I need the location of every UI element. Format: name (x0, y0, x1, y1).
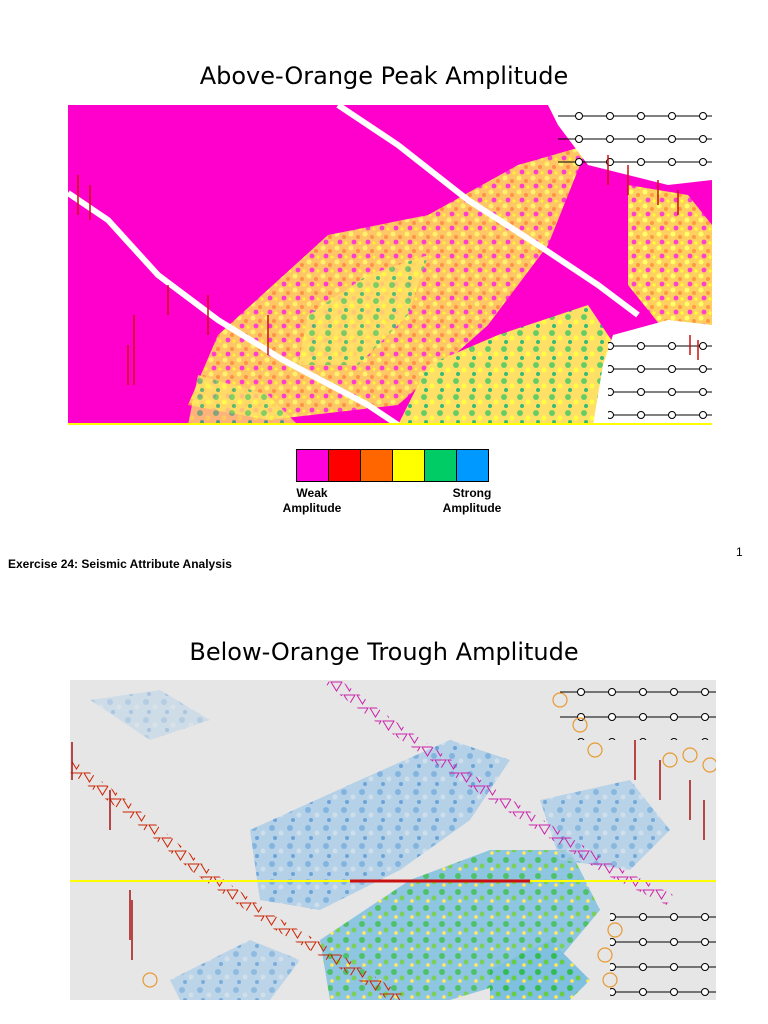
legend-swatch-green (424, 449, 457, 482)
exercise-footer: Exercise 24: Seismic Attribute Analysis (8, 557, 232, 571)
peak-amplitude-map (68, 105, 712, 425)
page-number: 1 (736, 545, 743, 559)
amplitude-color-legend (296, 449, 489, 482)
legend-strong-amplitude-label: Strong Amplitude (442, 486, 502, 515)
trough-amplitude-map-graphic (70, 680, 716, 1000)
trough-amplitude-map (70, 680, 716, 1000)
legend-swatch-red (328, 449, 361, 482)
legend-swatch-blue (456, 449, 489, 482)
legend-swatch-orange (360, 449, 393, 482)
legend-swatch-yellow (392, 449, 425, 482)
legend-swatch-magenta (296, 449, 329, 482)
peak-amplitude-map-graphic (68, 105, 712, 425)
legend-weak-amplitude-label: Weak Amplitude (282, 486, 342, 515)
map-title-peak-amplitude: Above-Orange Peak Amplitude (199, 62, 569, 90)
map-title-trough-amplitude: Below-Orange Trough Amplitude (189, 638, 579, 666)
